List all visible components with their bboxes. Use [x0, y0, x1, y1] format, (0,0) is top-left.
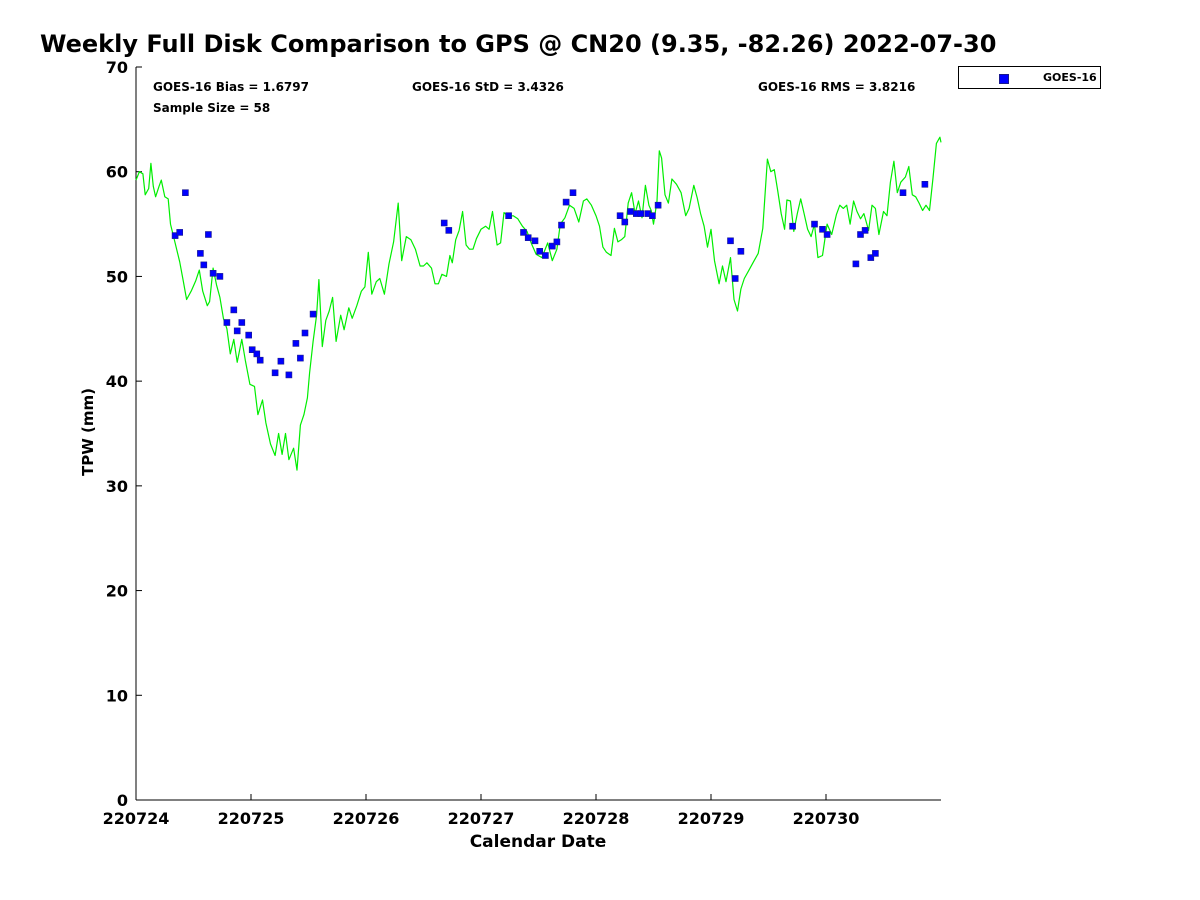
goes-16-point: [445, 227, 453, 234]
x-axis-label: Calendar Date: [470, 832, 607, 852]
y-tick-label: 30: [106, 477, 128, 496]
legend-square-icon: [999, 74, 1009, 84]
y-tick-label: 20: [106, 582, 128, 601]
goes-16-point: [292, 340, 300, 347]
goes-16-point: [277, 357, 285, 365]
goes-16-point: [216, 273, 224, 280]
y-axis-label: TPW (mm): [79, 388, 97, 476]
goes-16-point: [727, 237, 734, 245]
goes-16-point: [921, 181, 929, 188]
chart-title: Weekly Full Disk Comparison to GPS @ CN2…: [40, 30, 997, 58]
goes-16-point: [197, 250, 204, 257]
axis-labels: Calendar Date TPW (mm): [79, 388, 606, 852]
goes-16-point: [562, 198, 570, 206]
goes-16-point: [789, 222, 796, 230]
y-tick-label: 0: [117, 791, 128, 810]
goes-16-point: [649, 212, 656, 219]
goes-16-point: [440, 219, 448, 227]
goes-16-point: [553, 238, 561, 246]
goes-16-point: [182, 189, 189, 196]
goes-16-point: [558, 221, 565, 229]
goes-16-point: [819, 226, 826, 233]
goes-16-point: [621, 218, 629, 226]
goes-16-point: [861, 227, 869, 234]
goes-16-point: [857, 231, 864, 238]
goes-16-point: [823, 231, 831, 238]
goes-16-point: [238, 319, 246, 326]
goes-16-point: [209, 269, 217, 277]
goes-16-point: [731, 275, 739, 282]
goes-16-point: [616, 212, 624, 219]
goes-16-point: [637, 210, 645, 217]
goes-16-series: [171, 181, 929, 379]
y-tick-label: 50: [106, 267, 128, 286]
goes-16-point: [271, 369, 279, 377]
gps-series: [135, 136, 942, 471]
goes-16-point: [852, 260, 860, 268]
y-tick-label: 70: [106, 58, 128, 77]
goes-16-point: [654, 201, 662, 209]
goes-16-point: [256, 356, 264, 364]
axes: 0 10 20 30 40 50 60 70 220724 220725 220726 220727 2…: [103, 58, 941, 828]
goes-16-point: [569, 189, 577, 196]
goes-16-point: [253, 350, 261, 358]
goes-16-point: [811, 220, 818, 228]
goes-16-point: [285, 371, 293, 379]
sample-size-stat: Sample Size = 58: [153, 101, 271, 115]
y-tick-label: 60: [106, 163, 128, 182]
goes-16-point: [872, 250, 879, 257]
goes-16-point: [200, 261, 208, 269]
x-tick-label: 220729: [678, 809, 745, 828]
goes-16-point: [233, 327, 241, 335]
goes-16-point: [542, 252, 549, 259]
goes-16-point: [223, 319, 231, 326]
std-stat: GOES-16 StD = 3.4326: [412, 80, 564, 94]
x-tick-label: 220730: [793, 809, 860, 828]
goes-16-point: [536, 248, 544, 255]
legend-label: GOES-16: [1043, 71, 1097, 84]
goes-16-point: [627, 208, 634, 215]
goes-16-point: [230, 306, 238, 314]
x-tick-label: 220726: [333, 809, 400, 828]
x-tick-label: 220728: [563, 809, 630, 828]
goes-16-point: [899, 189, 907, 196]
x-tick-label: 220727: [448, 809, 515, 828]
x-tick-label: 220725: [218, 809, 285, 828]
goes-16-point: [176, 229, 183, 236]
goes-16-point: [505, 212, 512, 219]
gps-line: [135, 136, 942, 471]
y-tick-label: 10: [106, 686, 128, 705]
goes-16-point: [245, 331, 252, 339]
goes-16-point: [205, 231, 212, 238]
goes-16-point: [524, 234, 532, 241]
goes-16-point: [248, 346, 256, 354]
goes-16-point: [301, 329, 309, 337]
x-tick-label: 220724: [103, 809, 170, 828]
rms-stat: GOES-16 RMS = 3.8216: [758, 80, 916, 94]
y-tick-label: 40: [106, 372, 128, 391]
bias-stat: GOES-16 Bias = 1.6797: [153, 80, 309, 94]
goes-16-point: [737, 248, 745, 255]
legend: GOES-16: [958, 66, 1101, 89]
goes-16-point: [520, 229, 527, 236]
goes-16-point: [531, 237, 539, 245]
goes-16-point: [309, 310, 317, 318]
goes-16-point: [548, 242, 556, 250]
goes-16-point: [297, 354, 304, 362]
goes-16-point: [867, 254, 875, 261]
